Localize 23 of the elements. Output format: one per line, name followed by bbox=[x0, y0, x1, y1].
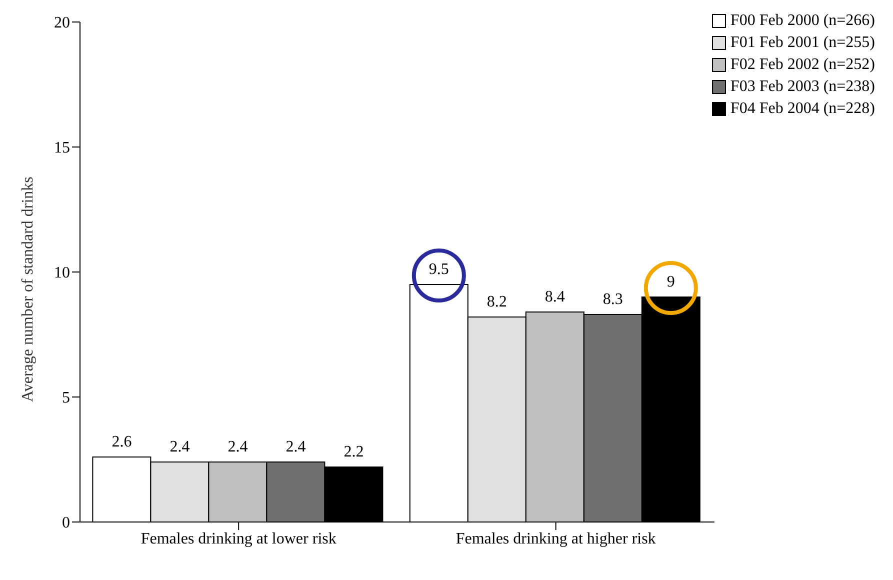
legend-label: F03 Feb 2003 (n=238) bbox=[730, 77, 875, 97]
data-label: 2.4 bbox=[286, 438, 306, 456]
legend-label: F02 Feb 2002 (n=252) bbox=[730, 55, 875, 75]
y-tick-label: 15 bbox=[54, 140, 70, 157]
y-tick-label: 20 bbox=[54, 14, 70, 32]
data-label: 9 bbox=[666, 274, 675, 291]
data-label: 9.5 bbox=[428, 261, 449, 278]
data-label: 8.3 bbox=[602, 291, 623, 308]
data-label: 2.6 bbox=[112, 434, 132, 451]
y-axis-title: Average number of standard drinks bbox=[20, 176, 37, 402]
legend-label: F01 Feb 2001 (n=255) bbox=[730, 33, 875, 53]
data-label: 8.2 bbox=[486, 294, 507, 311]
data-label: 8.4 bbox=[544, 288, 565, 306]
data-label: 2.4 bbox=[228, 438, 248, 456]
y-tick-label: 0 bbox=[62, 514, 70, 532]
legend-label: F04 Feb 2004 (n=228) bbox=[730, 99, 875, 119]
legend-label: F00 Feb 2000 (n=266) bbox=[730, 11, 875, 31]
y-tick-label: 10 bbox=[54, 264, 70, 282]
x-tick-label: Females drinking at lower risk bbox=[140, 530, 336, 548]
y-tick-label: 5 bbox=[62, 390, 70, 407]
data-label: 2.4 bbox=[170, 438, 190, 456]
x-tick-label: Females drinking at higher risk bbox=[456, 530, 656, 548]
data-label: 2.2 bbox=[344, 444, 364, 461]
